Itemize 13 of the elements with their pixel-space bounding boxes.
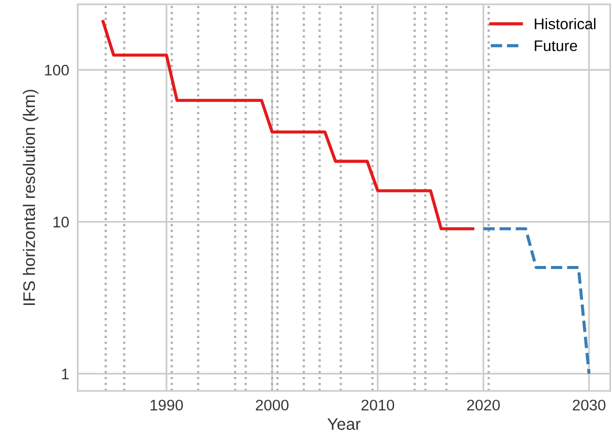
y-axis-title: IFS horizontal resolution (km): [22, 90, 38, 305]
x-axis-title: Year: [327, 418, 361, 430]
line-series: [102, 20, 474, 230]
x-tick-label: 2020: [467, 400, 500, 411]
y-tick-label: 100: [45, 64, 69, 76]
y-tick-label: 10: [54, 216, 69, 228]
x-tick-label: 2010: [362, 400, 394, 411]
legend-label: Historical: [534, 18, 596, 30]
x-tick-label: 2030: [572, 400, 606, 411]
legend-label: Future: [534, 40, 578, 52]
x-tick-label: 1990: [150, 400, 183, 411]
y-tick-label: 1: [62, 368, 69, 380]
x-tick-label: 2000: [256, 400, 289, 411]
